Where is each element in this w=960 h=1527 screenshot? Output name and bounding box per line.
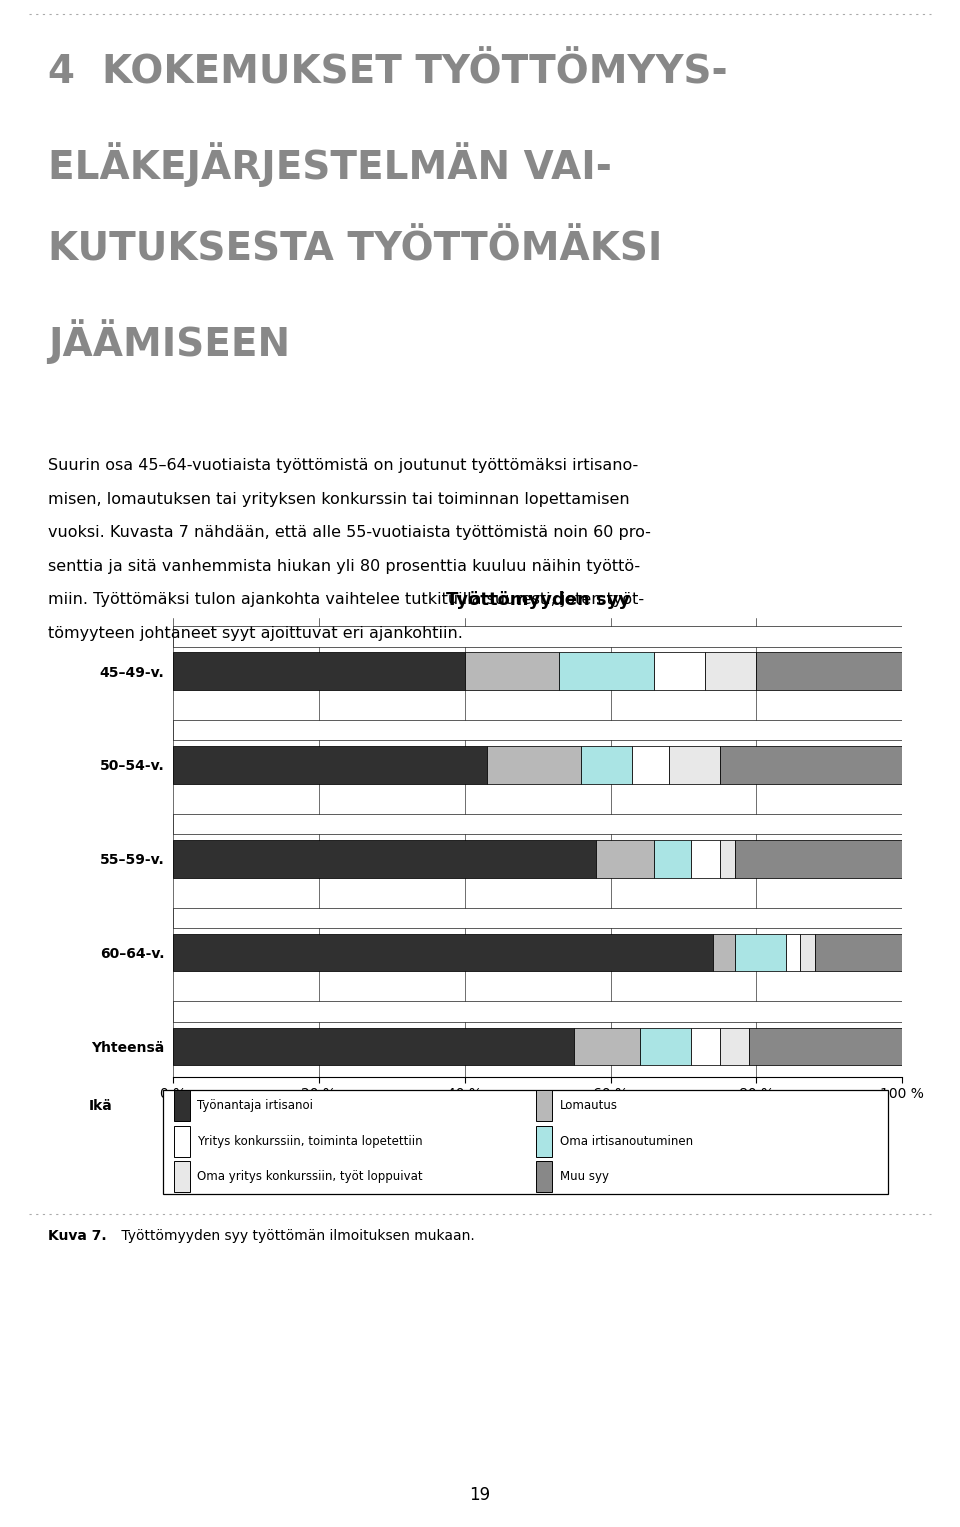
Text: Lomautus: Lomautus [560,1099,617,1112]
Bar [173,747,487,783]
Bar [734,935,785,971]
Text: vuoksi. Kuvasta 7 nähdään, että alle 55-vuotiaista työttömistä noin 60 pro-: vuoksi. Kuvasta 7 nähdään, että alle 55-… [48,525,651,541]
Text: Työttömyyden syy työttömän ilmoituksen mukaan.: Työttömyyden syy työttömän ilmoituksen m… [117,1229,475,1243]
Text: Oma irtisanoutuminen: Oma irtisanoutuminen [560,1135,693,1148]
Text: KUTUKSESTA TYÖTTÖMÄKSI: KUTUKSESTA TYÖTTÖMÄKSI [48,231,662,269]
Bar [756,652,902,690]
Bar [815,935,902,971]
Bar [655,840,691,878]
Title: Työttömyyden syy: Työttömyyden syy [445,591,630,609]
Text: Suurin osa 45–64-vuotiaista työttömistä on joutunut työttömäksi irtisano-: Suurin osa 45–64-vuotiaista työttömistä … [48,458,638,473]
Bar [560,652,655,690]
Bar [712,935,734,971]
Text: Muu syy: Muu syy [560,1170,609,1183]
Bar [734,840,902,878]
Bar [582,747,633,783]
Bar [173,935,712,971]
Text: Kuva 7.: Kuva 7. [48,1229,107,1243]
Text: miin. Työttömäksi tulon ajankohta vaihtelee tutkituilla suuresti, joten työt-: miin. Työttömäksi tulon ajankohta vaihte… [48,592,644,608]
Bar [574,1028,639,1066]
Bar [720,1028,749,1066]
Bar [691,1028,720,1066]
Text: 4  KOKEMUKSET TYÖTTÖMYYS-: 4 KOKEMUKSET TYÖTTÖMYYS- [48,53,728,92]
Bar [749,1028,902,1066]
Bar [785,935,801,971]
Bar [174,1090,190,1121]
Bar [691,840,720,878]
Bar [801,935,815,971]
Bar [173,1028,574,1066]
Text: senttia ja sitä vanhemmista hiukan yli 80 prosenttia kuuluu näihin työttö-: senttia ja sitä vanhemmista hiukan yli 8… [48,559,640,574]
Bar [173,1002,902,1022]
Bar [173,907,902,928]
Bar [465,652,560,690]
Text: tömyyteen johtaneet syyt ajoittuvat eri ajankohtiin.: tömyyteen johtaneet syyt ajoittuvat eri … [48,626,463,641]
Bar [633,747,669,783]
Bar [720,840,734,878]
Bar [706,652,756,690]
Text: misen, lomautuksen tai yrityksen konkurssin tai toiminnan lopettamisen: misen, lomautuksen tai yrityksen konkurs… [48,492,630,507]
Bar [173,719,902,741]
Bar [174,1161,190,1193]
Text: Yritys konkurssiin, toiminta lopetettiin: Yritys konkurssiin, toiminta lopetettiin [197,1135,423,1148]
Bar [596,840,655,878]
Bar [173,626,902,646]
Text: Työnantaja irtisanoi: Työnantaja irtisanoi [197,1099,313,1112]
Text: JÄÄMISEEN: JÄÄMISEEN [48,319,290,363]
Bar [537,1125,552,1157]
Bar [669,747,720,783]
Bar [487,747,582,783]
Bar [639,1028,691,1066]
Bar [537,1161,552,1193]
Bar [720,747,902,783]
Text: 19: 19 [469,1486,491,1504]
Bar [655,652,706,690]
Text: ELÄKEJÄRJESTELMÄN VAI-: ELÄKEJÄRJESTELMÄN VAI- [48,142,612,186]
Bar [537,1090,552,1121]
Text: Ikä: Ikä [89,1099,112,1113]
Bar [174,1125,190,1157]
Text: Oma yritys konkurssiin, työt loppuivat: Oma yritys konkurssiin, työt loppuivat [197,1170,423,1183]
Bar [173,652,465,690]
Bar [173,814,902,834]
Bar [173,840,596,878]
